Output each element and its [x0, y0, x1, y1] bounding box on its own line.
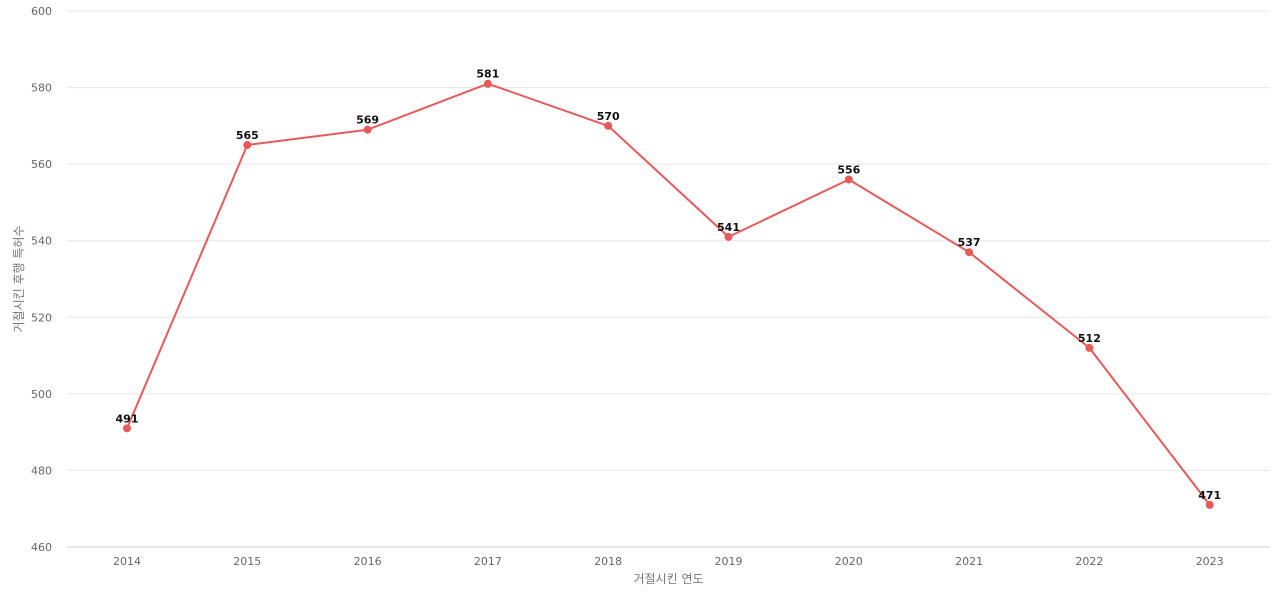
series-line: [126, 82, 1211, 506]
x-tick-label: 2015: [233, 555, 261, 568]
data-point: [844, 175, 853, 184]
y-tick-label: 560: [31, 158, 52, 171]
x-tick-label: 2018: [594, 555, 622, 568]
y-tick-label: 500: [31, 388, 52, 401]
data-point: [965, 248, 974, 257]
x-tick-label: 2021: [955, 555, 983, 568]
x-tick-label: 2016: [354, 555, 382, 568]
data-labels: 491 565 569 581 570 541 556 537 512 471: [116, 68, 1222, 502]
data-point: [363, 125, 372, 134]
data-point: [243, 141, 252, 149]
x-tick-label: 2023: [1196, 555, 1224, 568]
x-tick-label: 2019: [715, 555, 743, 568]
data-label: 569: [356, 114, 379, 127]
data-point: [724, 232, 733, 241]
grid-lines: [67, 10, 1270, 471]
y-tick-label: 580: [31, 82, 52, 95]
data-label: 570: [597, 110, 620, 123]
y-tick-label: 520: [31, 311, 52, 324]
data-label: 471: [1198, 489, 1221, 502]
data-label: 556: [837, 163, 860, 176]
data-points: [123, 79, 1214, 509]
data-label: 512: [1078, 332, 1101, 345]
x-axis-title: 거절시킨 연도: [633, 572, 703, 586]
data-label: 581: [476, 68, 499, 81]
data-label: 491: [116, 412, 139, 425]
data-label: 565: [236, 129, 259, 142]
y-tick-label: 540: [31, 235, 52, 248]
data-point: [1085, 343, 1094, 352]
y-tick-label: 600: [31, 5, 52, 18]
x-tick-label: 2014: [113, 555, 141, 568]
y-tick-label: 460: [31, 541, 52, 554]
data-label: 541: [717, 221, 740, 234]
y-axis-ticks: 460 480 500 520 540 560 580 600: [31, 5, 52, 554]
x-axis-ticks: 2014 2015 2016 2017 2018 2019 2020 2021 2022 2023: [113, 555, 1224, 568]
data-point: [1205, 500, 1214, 509]
data-label: 537: [958, 236, 981, 249]
x-tick-label: 2017: [474, 555, 502, 568]
data-point: [604, 121, 613, 130]
y-axis-title: 거절시킨 후행 특허수: [11, 226, 26, 333]
x-tick-label: 2022: [1075, 555, 1103, 568]
data-point: [123, 424, 131, 433]
data-point: [483, 79, 492, 88]
y-tick-label: 480: [31, 464, 52, 477]
x-tick-label: 2020: [835, 555, 863, 568]
